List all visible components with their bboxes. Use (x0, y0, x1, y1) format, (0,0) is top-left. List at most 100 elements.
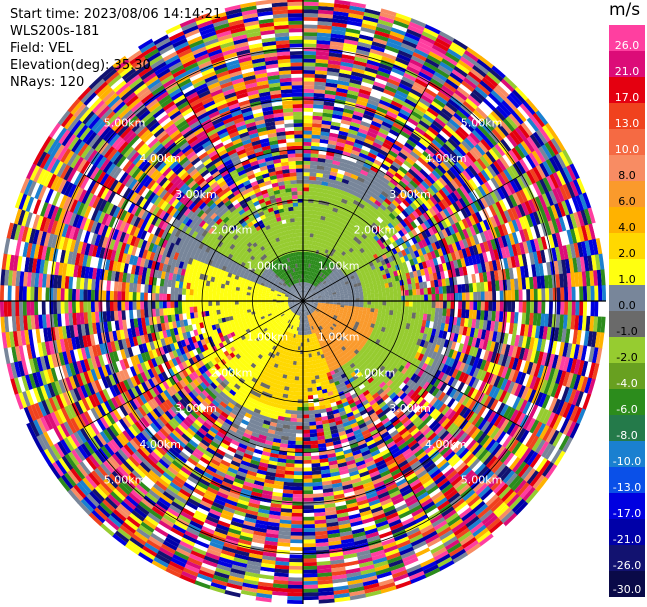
range-bin (338, 243, 344, 250)
range-bin (463, 137, 476, 150)
range-bin (336, 172, 345, 179)
range-bin (458, 301, 463, 310)
range-bin (382, 159, 393, 168)
range-bin (341, 255, 346, 261)
range-bin (410, 132, 422, 142)
range-bin (526, 301, 531, 314)
range-bin (306, 221, 312, 226)
range-bin (363, 110, 376, 118)
range-bin (503, 75, 518, 90)
range-bin (372, 117, 384, 125)
range-bin (330, 267, 336, 272)
range-bin (423, 307, 428, 315)
range-bin (370, 166, 380, 174)
range-bin (303, 58, 317, 63)
range-bin (347, 180, 356, 187)
range-bin (355, 292, 360, 296)
range-bin (465, 97, 479, 111)
range-bin (284, 470, 295, 475)
range-bin (365, 189, 374, 197)
range-bin (338, 165, 347, 172)
range-bin (319, 142, 329, 148)
range-bin (306, 376, 312, 381)
range-bin (302, 440, 311, 445)
range-bin (435, 94, 449, 106)
range-bin (317, 24, 333, 30)
range-bin (309, 368, 315, 373)
range-bin (318, 154, 327, 159)
range-bin (402, 101, 416, 112)
range-bin (374, 199, 382, 208)
range-bin (338, 217, 345, 224)
range-bin (303, 104, 314, 109)
range-bin (330, 33, 346, 40)
range-bin (447, 153, 459, 165)
range-bin (312, 115, 323, 121)
range-bin (308, 259, 312, 264)
range-bin (303, 293, 306, 298)
range-bin (303, 20, 319, 25)
range-bin (304, 286, 307, 290)
range-bin (307, 202, 314, 207)
range-bin (319, 235, 325, 240)
range-bin (383, 173, 393, 182)
range-bin (311, 462, 321, 468)
range-bin (450, 293, 455, 302)
range-bin (377, 66, 392, 75)
range-bin (358, 37, 374, 46)
range-bin (331, 210, 338, 217)
range-bin (439, 161, 450, 173)
range-bin (439, 293, 444, 302)
range-bin (334, 255, 339, 260)
range-bin (368, 52, 384, 60)
range-bin (328, 230, 334, 236)
range-bin (386, 153, 397, 162)
range-bin (312, 206, 319, 212)
range-bin (354, 227, 361, 234)
range-bin (309, 236, 314, 242)
range-bin (518, 301, 523, 314)
range-bin (404, 142, 415, 152)
range-bin (322, 224, 328, 230)
range-bin (331, 191, 339, 197)
range-bin (378, 128, 390, 136)
range-bin (329, 261, 335, 266)
range-bin (416, 141, 428, 152)
range-bin (302, 516, 315, 521)
range-bin (319, 139, 329, 144)
range-bin (327, 67, 341, 73)
range-bin (353, 166, 362, 174)
range-bin (371, 41, 387, 50)
range-bin (422, 150, 433, 161)
range-bin (415, 159, 425, 170)
range-bin (338, 189, 346, 196)
range-bin (344, 296, 349, 299)
range-bin (434, 117, 447, 128)
range-bin (291, 406, 298, 411)
range-bin (302, 406, 309, 411)
range-bin (313, 233, 318, 239)
range-bin (302, 580, 318, 586)
range-bin (526, 289, 531, 302)
range-bin (323, 261, 328, 267)
range-bin (390, 100, 404, 109)
range-bin (461, 301, 466, 310)
range-bin (374, 209, 382, 217)
range-bin (293, 478, 303, 483)
range-bin (333, 10, 350, 17)
range-bin (323, 275, 328, 280)
range-bin (312, 123, 323, 128)
range-bin (304, 282, 307, 287)
range-bin (333, 3, 351, 10)
range-bin (303, 32, 318, 37)
range-bin (376, 206, 385, 214)
range-bin (424, 294, 428, 302)
range-bin (317, 21, 334, 27)
range-bin (303, 1, 320, 7)
range-bin (285, 405, 292, 411)
range-bin (472, 109, 486, 123)
range-bin (309, 432, 318, 438)
range-bin (462, 120, 475, 133)
range-bin (315, 58, 329, 64)
range-bin (460, 103, 474, 116)
